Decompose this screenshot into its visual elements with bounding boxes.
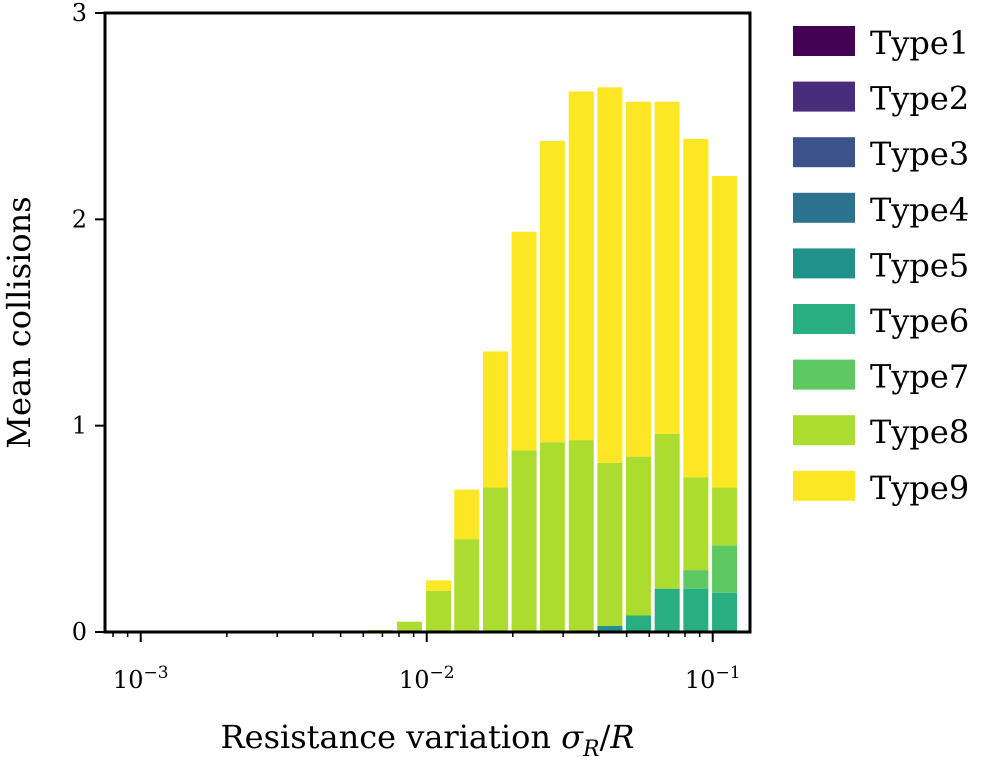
- bar-type9-8: [597, 87, 623, 463]
- legend-swatch-type4: [793, 192, 855, 223]
- bar-type9-9: [625, 101, 651, 457]
- bar-type9-12: [712, 176, 738, 488]
- y-tick-label: 2: [72, 205, 87, 233]
- bar-type6-11: [683, 588, 709, 632]
- bar-type8-1: [396, 621, 422, 632]
- legend-swatch-type3: [793, 137, 855, 168]
- x-tick-label: 10−1: [685, 663, 741, 694]
- bar-type9-3: [454, 489, 480, 540]
- x-axis: 10−3 10−2 10−1: [112, 632, 741, 694]
- legend-swatch-type1: [793, 26, 855, 56]
- legend-label-type2: Type2: [870, 80, 969, 118]
- bar-type8-3: [454, 539, 480, 632]
- bar-type8-10: [654, 433, 680, 589]
- legend-label-type7: Type7: [870, 358, 969, 396]
- bar-type8-9: [625, 456, 651, 616]
- y-axis: 0 1 2 3: [72, 0, 105, 646]
- legend-label-type3: Type3: [870, 135, 969, 173]
- bars-layer: [368, 87, 738, 632]
- bar-type8-7: [568, 440, 594, 632]
- bar-type9-7: [568, 91, 594, 441]
- legend-label-type1: Type1: [870, 24, 969, 62]
- bar-type8-5: [511, 450, 537, 632]
- bar-type8-8: [597, 462, 623, 626]
- bar-type8-2: [426, 590, 452, 632]
- legend-swatch-type8: [793, 415, 855, 446]
- legend-label-type6: Type6: [870, 302, 969, 340]
- legend-swatch-type6: [793, 304, 855, 334]
- bar-type9-5: [511, 231, 537, 451]
- legend-swatch-type7: [793, 359, 855, 390]
- legend-swatch-type2: [793, 81, 855, 112]
- bar-type6-10: [654, 588, 680, 632]
- bar-type9-11: [683, 138, 709, 478]
- y-tick-label: 0: [72, 618, 87, 646]
- bar-type9-10: [654, 101, 680, 434]
- y-axis-label: Mean collisions: [0, 196, 38, 448]
- legend: Type1 Type2 Type3 Type4 Type5 Type6 Type7 Type8…: [793, 24, 969, 507]
- bar-type8-11: [683, 477, 709, 571]
- legend-label-type4: Type4: [870, 191, 969, 229]
- y-tick-label: 1: [72, 412, 87, 440]
- y-tick-label: 3: [72, 0, 87, 27]
- bar-type8-12: [712, 487, 738, 546]
- x-tick-label: 10−3: [113, 663, 169, 694]
- bar-type8-4: [483, 487, 509, 632]
- legend-swatch-type5: [793, 248, 855, 279]
- bar-type6-12: [712, 592, 738, 632]
- bar-type7-11: [683, 570, 709, 589]
- legend-swatch-type9: [793, 470, 855, 501]
- bar-type8-6: [539, 442, 565, 632]
- bar-type9-4: [483, 351, 509, 488]
- plot-frame: [103, 11, 752, 634]
- x-axis-label: Resistance variation σR/R: [221, 718, 635, 760]
- bar-type9-2: [426, 580, 452, 591]
- legend-label-type8: Type8: [870, 413, 969, 451]
- bar-type7-12: [712, 545, 738, 593]
- bar-type9-6: [539, 140, 565, 443]
- bar-type6-9: [625, 615, 651, 630]
- legend-label-type5: Type5: [870, 246, 969, 284]
- bar-type5-8: [597, 625, 623, 632]
- x-tick-label: 10−2: [399, 663, 455, 694]
- legend-label-type9: Type9: [870, 469, 969, 507]
